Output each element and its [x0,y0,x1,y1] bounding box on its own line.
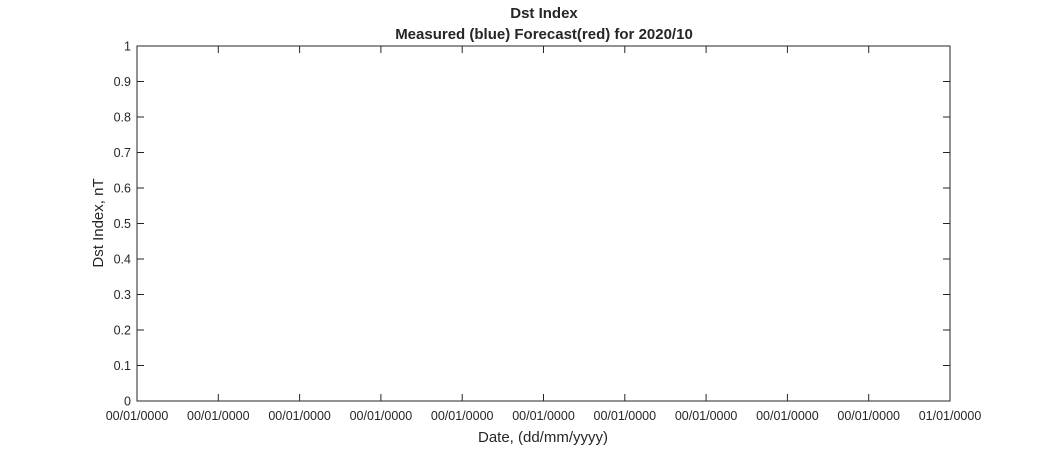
x-tick-label: 00/01/0000 [837,409,900,423]
x-tick-label: 00/01/0000 [756,409,819,423]
x-axis-ticks: 00/01/0000 00/01/0000 00/01/0000 00/01/0000… [106,46,982,423]
y-tick-label: 0.7 [114,146,131,160]
y-tick-label: 0.3 [114,288,131,302]
y-tick-label: 0 [124,395,131,409]
y-tick-label: 0.2 [114,324,131,338]
x-tick-label: 01/01/0000 [919,409,982,423]
x-tick-label: 00/01/0000 [512,409,575,423]
y-tick-label: 0.9 [114,75,131,89]
x-tick-label: 00/01/0000 [594,409,657,423]
plot-area [136,45,951,402]
x-tick-label: 00/01/0000 [431,409,494,423]
x-axis-label: Date, (dd/mm/yyyy) [478,429,608,446]
y-axis-label: Dst Index, nT [90,178,107,267]
y-tick-label: 1 [124,40,131,54]
x-tick-label: 00/01/0000 [350,409,413,423]
x-tick-label: 00/01/0000 [675,409,738,423]
y-tick-label: 0.1 [114,359,131,373]
y-axis-ticks: 0 0.1 0.2 0.3 0.4 0.5 0.6 0.7 0.8 0.9 1 [114,40,950,409]
y-tick-label: 0.6 [114,182,131,196]
chart-subtitle: Measured (blue) Forecast(red) for 2020/1… [395,26,693,43]
x-tick-label: 00/01/0000 [106,409,169,423]
y-tick-label: 0.8 [114,111,131,125]
y-tick-label: 0.5 [114,217,131,231]
y-tick-label: 0.4 [114,253,131,267]
x-tick-label: 00/01/0000 [187,409,250,423]
x-tick-label: 00/01/0000 [268,409,331,423]
chart-title: Dst Index [510,5,578,22]
